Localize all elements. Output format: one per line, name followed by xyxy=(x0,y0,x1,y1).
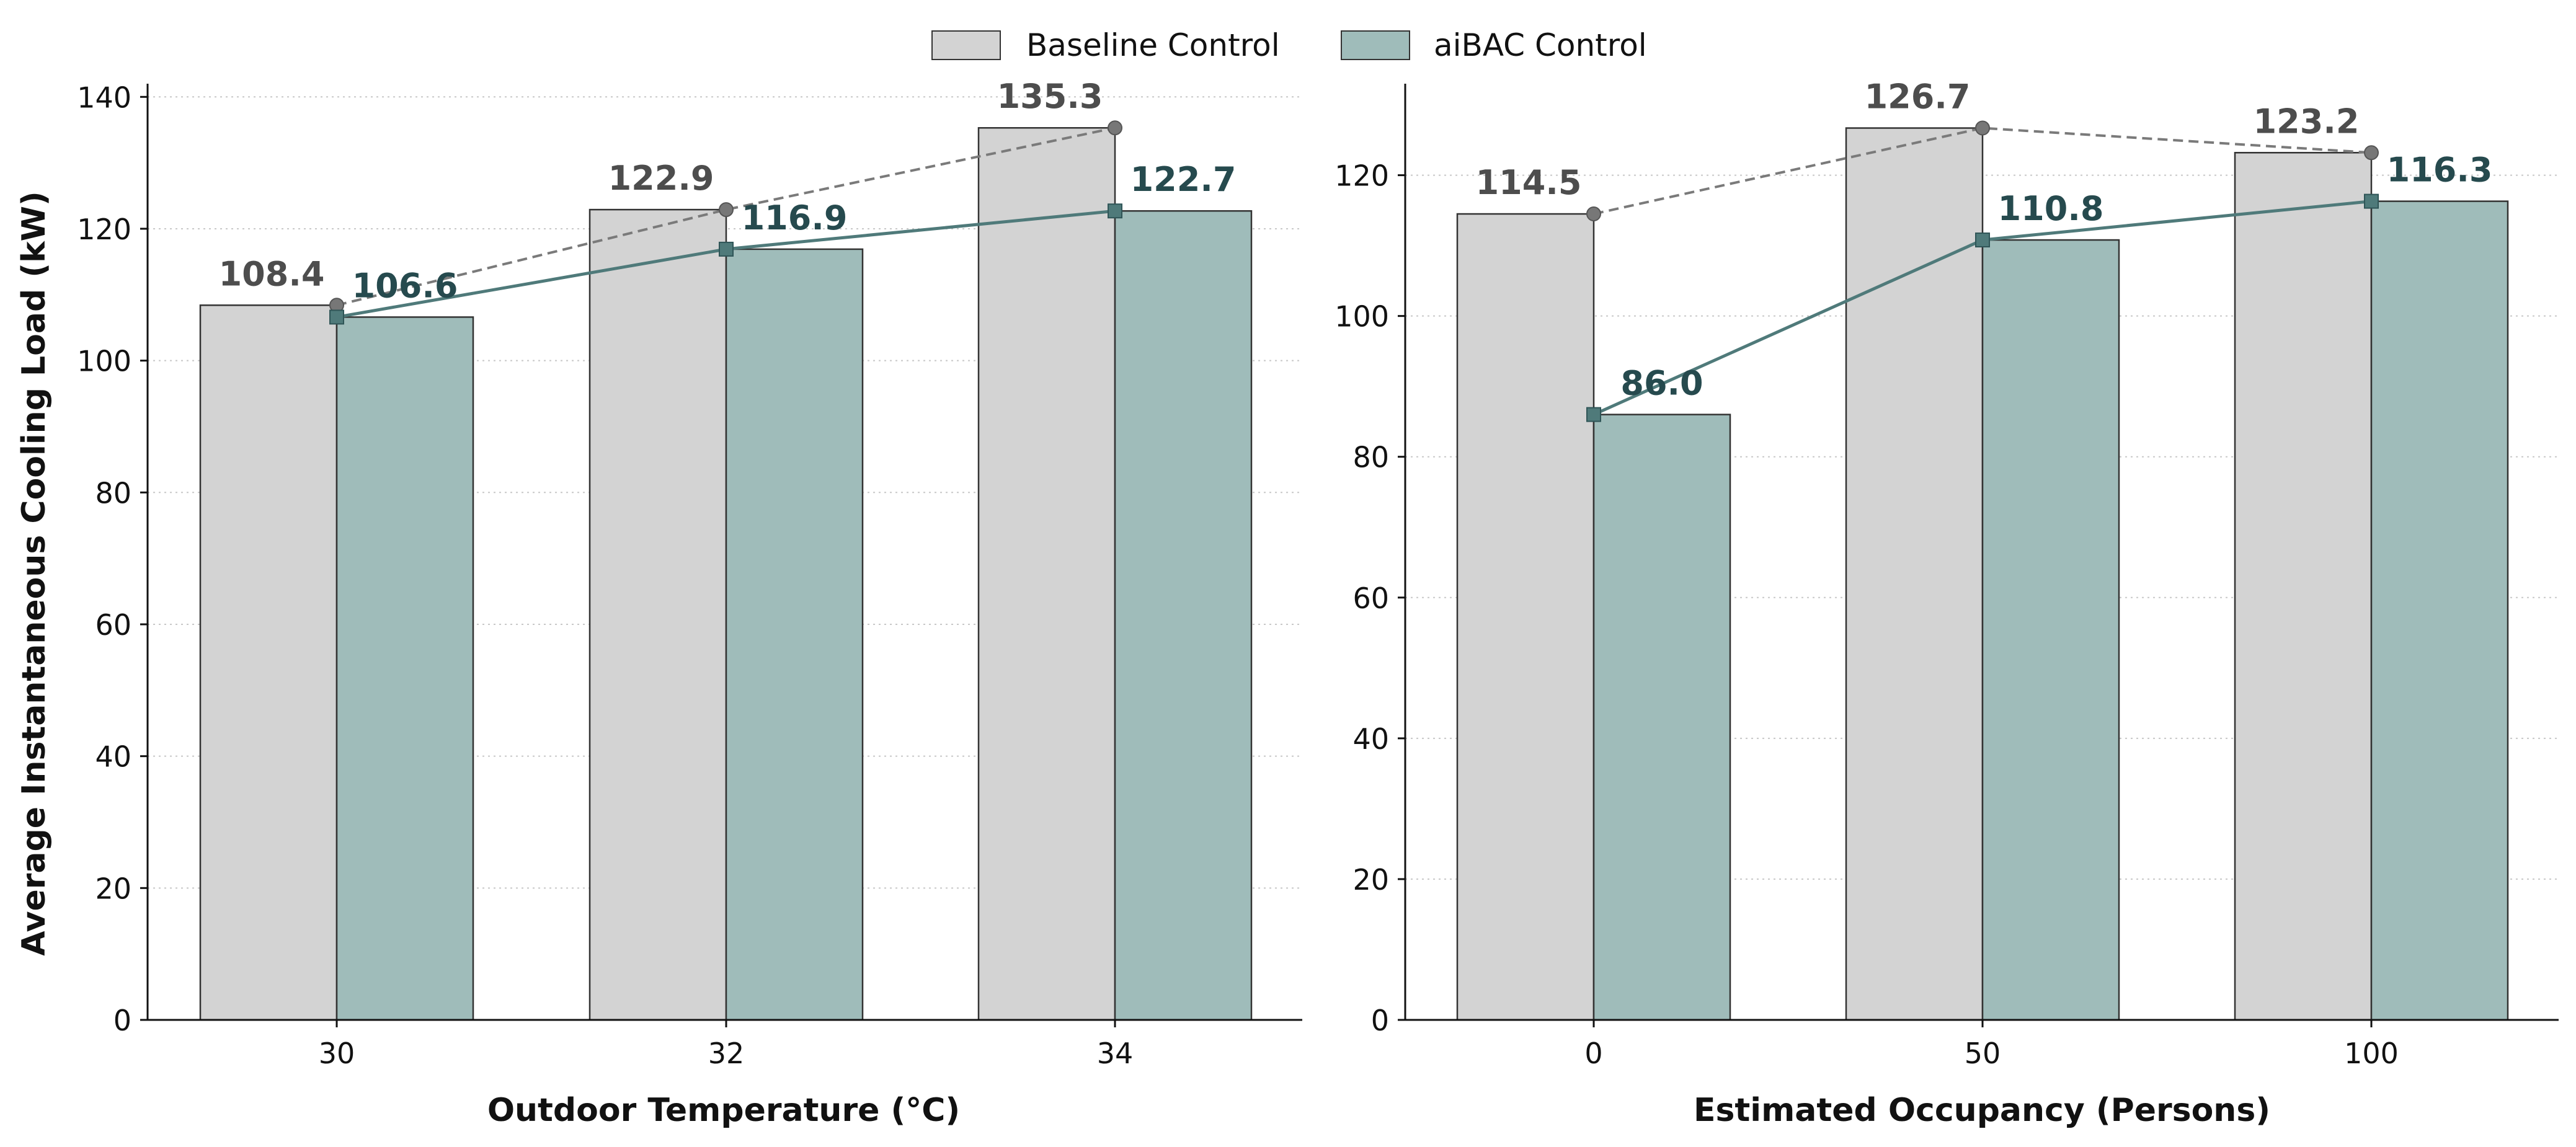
aibac-marker xyxy=(1586,407,1601,422)
chart-panel-temperature: 108.4 106.6 122.9 116.9 135.3 122.7 0 20 40 60 80… xyxy=(77,77,1302,1129)
value-label-aibac: 86.0 xyxy=(1620,364,1703,403)
axes: 0 20 40 60 80 100 120 0 50 100 xyxy=(1335,84,2559,1070)
aibac-marker xyxy=(2364,193,2379,209)
y-tick-label: 120 xyxy=(1335,159,1389,193)
trend-lines xyxy=(329,120,1122,325)
y-tick-label: 120 xyxy=(77,213,131,246)
y-tick-label: 100 xyxy=(77,345,131,378)
x-tick-label: 100 xyxy=(2344,1037,2399,1070)
bar-aibac xyxy=(1114,210,1253,1021)
aibac-marker xyxy=(329,309,344,325)
baseline-marker xyxy=(2364,145,2379,161)
baseline-trend-line xyxy=(336,126,1116,307)
y-tick-label: 20 xyxy=(1352,863,1389,897)
bar-aibac xyxy=(725,248,864,1021)
baseline-marker xyxy=(1108,120,1122,136)
y-tick-label: 40 xyxy=(1352,722,1389,756)
bar-aibac xyxy=(2370,200,2509,1021)
value-label-aibac: 106.6 xyxy=(352,266,458,305)
value-label-aibac: 110.8 xyxy=(1998,189,2104,228)
y-tick-label: 0 xyxy=(113,1004,131,1037)
aibac-marker xyxy=(1975,232,1990,248)
y-axis-label: Average Instantaneous Cooling Load (kW) xyxy=(16,191,53,956)
bar-aibac xyxy=(1981,239,2120,1021)
x-tick-label: 30 xyxy=(319,1037,355,1070)
x-axis-label: Estimated Occupancy (Persons) xyxy=(1694,1092,2270,1129)
chart-panel-occupancy: 114.5 86.0 126.7 110.8 123.2 116.3 0 20 40 60 80 1… xyxy=(1335,78,2559,1129)
bar-aibac xyxy=(335,316,474,1021)
axes: 0 20 40 60 80 100 120 140 30 32 34 xyxy=(77,81,1302,1070)
trend-lines xyxy=(1586,120,2379,422)
value-label-aibac: 122.7 xyxy=(1130,160,1237,199)
legend: Baseline Control aiBAC Control xyxy=(931,27,1647,63)
bar-aibac xyxy=(1592,414,1731,1021)
bars xyxy=(199,126,1253,1021)
x-axis-label: Outdoor Temperature (°C) xyxy=(487,1092,960,1129)
bar-baseline xyxy=(588,208,727,1021)
aibac-marker xyxy=(719,241,734,257)
y-tick-label: 20 xyxy=(95,872,131,905)
legend-label-aibac: aiBAC Control xyxy=(1434,27,1647,63)
value-label-baseline: 126.7 xyxy=(1865,78,1971,117)
value-labels: 114.5 86.0 126.7 110.8 123.2 116.3 xyxy=(1476,78,2493,403)
bar-baseline xyxy=(977,126,1116,1021)
x-tick-label: 34 xyxy=(1097,1037,1134,1070)
y-tick-label: 60 xyxy=(1352,582,1389,615)
bar-baseline xyxy=(2234,152,2373,1021)
bar-baseline xyxy=(199,304,338,1021)
x-tick-label: 32 xyxy=(708,1037,745,1070)
value-label-baseline: 114.5 xyxy=(1476,163,1582,202)
value-label-aibac: 116.9 xyxy=(742,198,848,237)
aibac-marker xyxy=(1108,203,1122,219)
y-tick-label: 80 xyxy=(1352,441,1389,474)
y-tick-label: 100 xyxy=(1335,300,1389,334)
value-label-baseline: 122.9 xyxy=(608,159,714,198)
legend-swatch-baseline xyxy=(931,30,1001,60)
y-tick-label: 60 xyxy=(95,608,131,642)
bar-baseline xyxy=(1456,213,1595,1021)
bar-baseline xyxy=(1845,127,1984,1021)
value-label-baseline: 123.2 xyxy=(2254,102,2360,141)
legend-swatch-aibac xyxy=(1341,30,1410,60)
baseline-marker xyxy=(1586,206,1601,222)
y-tick-label: 40 xyxy=(95,740,131,774)
value-label-baseline: 108.4 xyxy=(219,254,325,293)
baseline-marker xyxy=(1975,120,1990,136)
baseline-marker xyxy=(719,202,734,218)
value-label-aibac: 116.3 xyxy=(2387,151,2493,190)
value-labels: 108.4 106.6 122.9 116.9 135.3 122.7 xyxy=(219,77,1237,305)
bars xyxy=(1456,127,2509,1021)
x-tick-label: 0 xyxy=(1584,1037,1602,1070)
value-label-baseline: 135.3 xyxy=(997,77,1103,116)
y-tick-label: 140 xyxy=(77,81,131,114)
x-tick-label: 50 xyxy=(1965,1037,2001,1070)
legend-label-baseline: Baseline Control xyxy=(1026,27,1280,63)
y-tick-label: 80 xyxy=(95,476,131,510)
baseline-trend-line xyxy=(1593,126,2372,215)
y-tick-label: 0 xyxy=(1371,1004,1389,1037)
